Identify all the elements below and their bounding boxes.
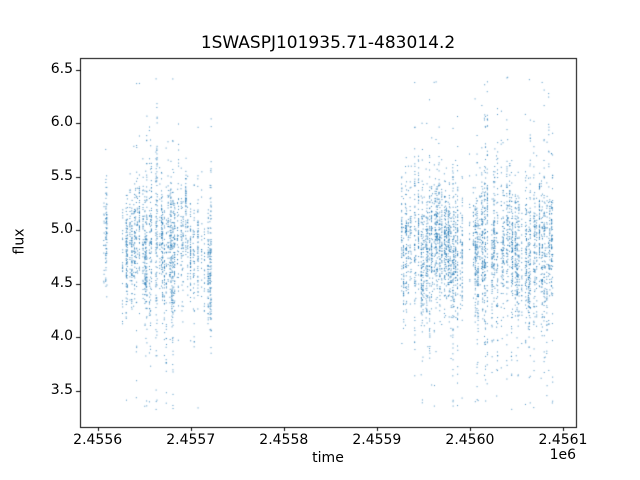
x-tick-label: 2.4556 <box>73 432 123 448</box>
x-tick-label: 2.4557 <box>166 432 216 448</box>
y-tick-label: 4.5 <box>50 274 73 291</box>
y-tick-label: 5.0 <box>50 221 73 238</box>
y-tick-label: 3.5 <box>50 381 73 398</box>
chart-title: 1SWASPJ101935.71-483014.2 <box>200 33 456 53</box>
y-tick-label: 5.5 <box>50 167 73 184</box>
y-tick-label: 6.5 <box>50 60 73 77</box>
x-tick-label: 2.4558 <box>259 432 309 448</box>
x-tick-label: 2.4560 <box>445 432 495 448</box>
x-axis-offset-label: 1e6 <box>549 447 576 463</box>
x-tick-label: 2.4561 <box>538 432 588 448</box>
x-tick-label: 2.4559 <box>352 432 402 448</box>
y-tick-label: 4.0 <box>50 328 73 345</box>
y-tick-label: 6.0 <box>50 114 73 131</box>
x-axis-label: time <box>312 450 344 466</box>
